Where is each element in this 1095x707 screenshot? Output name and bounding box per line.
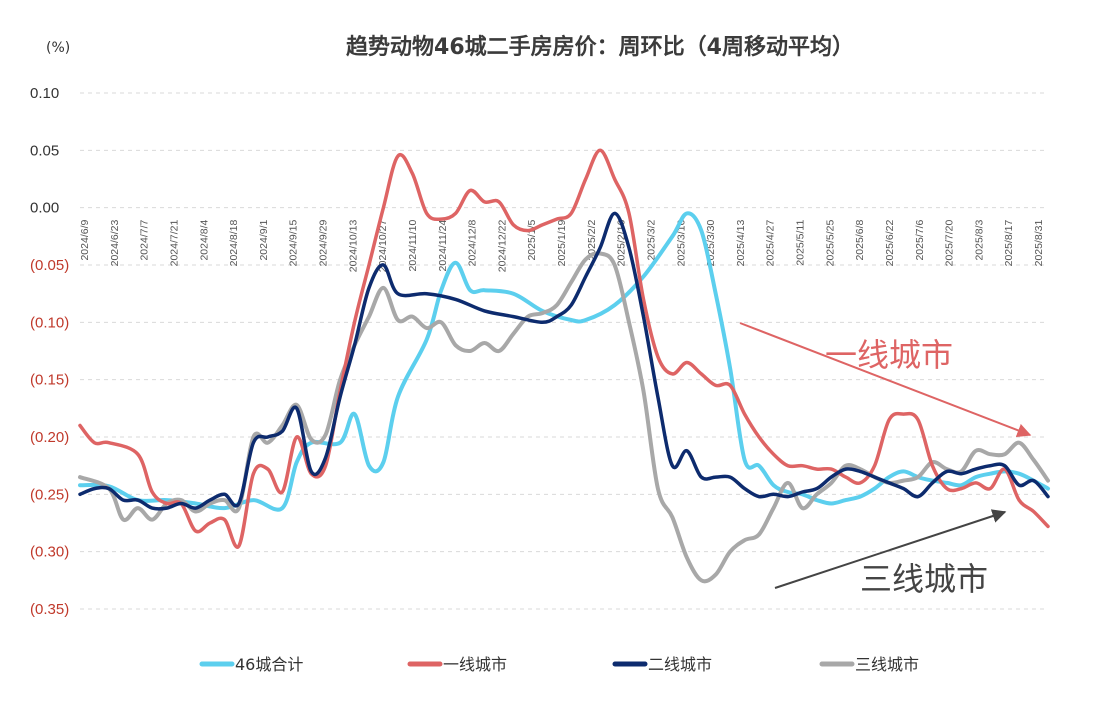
- y-tick-label: 0.10: [30, 85, 59, 102]
- x-tick-label: 2024/9/15: [288, 220, 300, 267]
- x-tick-label: 2024/9/1: [258, 220, 270, 261]
- y-unit-label: (%): [46, 40, 70, 56]
- x-tick-label: 2025/6/8: [854, 220, 866, 261]
- y-tick-label: 0.00: [30, 200, 59, 217]
- x-tick-label: 2025/8/31: [1033, 220, 1045, 267]
- x-tick-label: 2024/9/29: [318, 220, 330, 267]
- x-tick-label: 2024/8/4: [198, 220, 210, 261]
- grid-layer: [80, 92, 1048, 610]
- x-tick-label: 2024/10/27: [377, 220, 389, 273]
- chart-title: 趋势动物46城二手房房价：周环比（4周移动平均）: [346, 34, 854, 60]
- legend-label: 46城合计: [235, 655, 303, 674]
- x-tick-label: 2024/10/13: [347, 220, 359, 273]
- y-tick-label: (0.05): [30, 257, 69, 274]
- x-tick-label: 2025/4/27: [765, 220, 777, 267]
- x-tick-label: 2025/1/5: [526, 220, 538, 261]
- y-tick-label: (0.25): [30, 486, 69, 503]
- x-tick-label: 2024/12/22: [496, 220, 508, 273]
- y-tick-label: (0.15): [30, 372, 69, 389]
- x-tick-label: 2024/6/23: [109, 220, 121, 267]
- y-tick-label: 0.05: [30, 142, 59, 159]
- y-tick-label: (0.35): [30, 601, 69, 618]
- annotation-arrow-tier3: [774, 509, 1007, 589]
- x-tick-label: 2024/6/9: [79, 220, 91, 261]
- series-line-4: [78, 251, 1050, 584]
- x-tick-label: 2025/8/17: [1003, 220, 1015, 267]
- x-tick-label: 2024/7/7: [139, 220, 151, 261]
- x-tick-label: 2024/11/24: [437, 220, 449, 272]
- x-tick-label: 2024/11/10: [407, 220, 419, 272]
- x-tick-label: 2025/2/2: [586, 220, 598, 261]
- legend: 46城合计 一线城市 二线城市 三线城市: [199, 655, 919, 674]
- x-tick-label: 2025/5/11: [795, 220, 807, 266]
- x-tick-label: 2024/7/21: [168, 220, 180, 267]
- legend-label: 一线城市: [443, 655, 507, 674]
- x-tick-label: 2025/6/22: [884, 220, 896, 267]
- y-tick-label: (0.30): [30, 544, 69, 561]
- series-layer: [78, 148, 1050, 584]
- x-tick-label: 2025/3/16: [675, 220, 687, 267]
- x-tick-label: 2025/3/2: [645, 220, 657, 261]
- annotation-label-tier3: 三线城市: [860, 560, 988, 598]
- annotation-label-tier1: 一线城市: [825, 336, 953, 374]
- y-tick-label: (0.20): [30, 429, 69, 446]
- series-line-3: [78, 211, 1050, 511]
- x-tick-label: 2025/7/6: [914, 220, 926, 261]
- x-tick-label: 2025/8/3: [973, 220, 985, 261]
- legend-label: 三线城市: [855, 655, 919, 674]
- x-tick-label: 2025/7/20: [944, 220, 956, 267]
- x-tick-label: 2024/8/18: [228, 220, 240, 267]
- legend-label: 二线城市: [648, 655, 712, 674]
- x-tick-label: 2025/5/25: [824, 220, 836, 267]
- y-tick-label: (0.10): [30, 314, 69, 331]
- annotation-arrow-tier1: [739, 322, 1032, 437]
- x-tick-label: 2025/4/13: [735, 220, 747, 267]
- x-tick-label: 2025/1/19: [556, 220, 568, 267]
- x-tick-label: 2024/12/8: [467, 220, 479, 267]
- y-axis-ticks: 0.10 0.05 0.00 (0.05) (0.10) (0.15) (0.20) (0.2…: [30, 85, 69, 618]
- series-line-2: [78, 148, 1050, 549]
- x-axis-ticks: 2024/6/9 2024/6/23 2024/7/7 2024/7/21 2024/8…: [79, 220, 1045, 273]
- series-line-1: [78, 211, 1050, 512]
